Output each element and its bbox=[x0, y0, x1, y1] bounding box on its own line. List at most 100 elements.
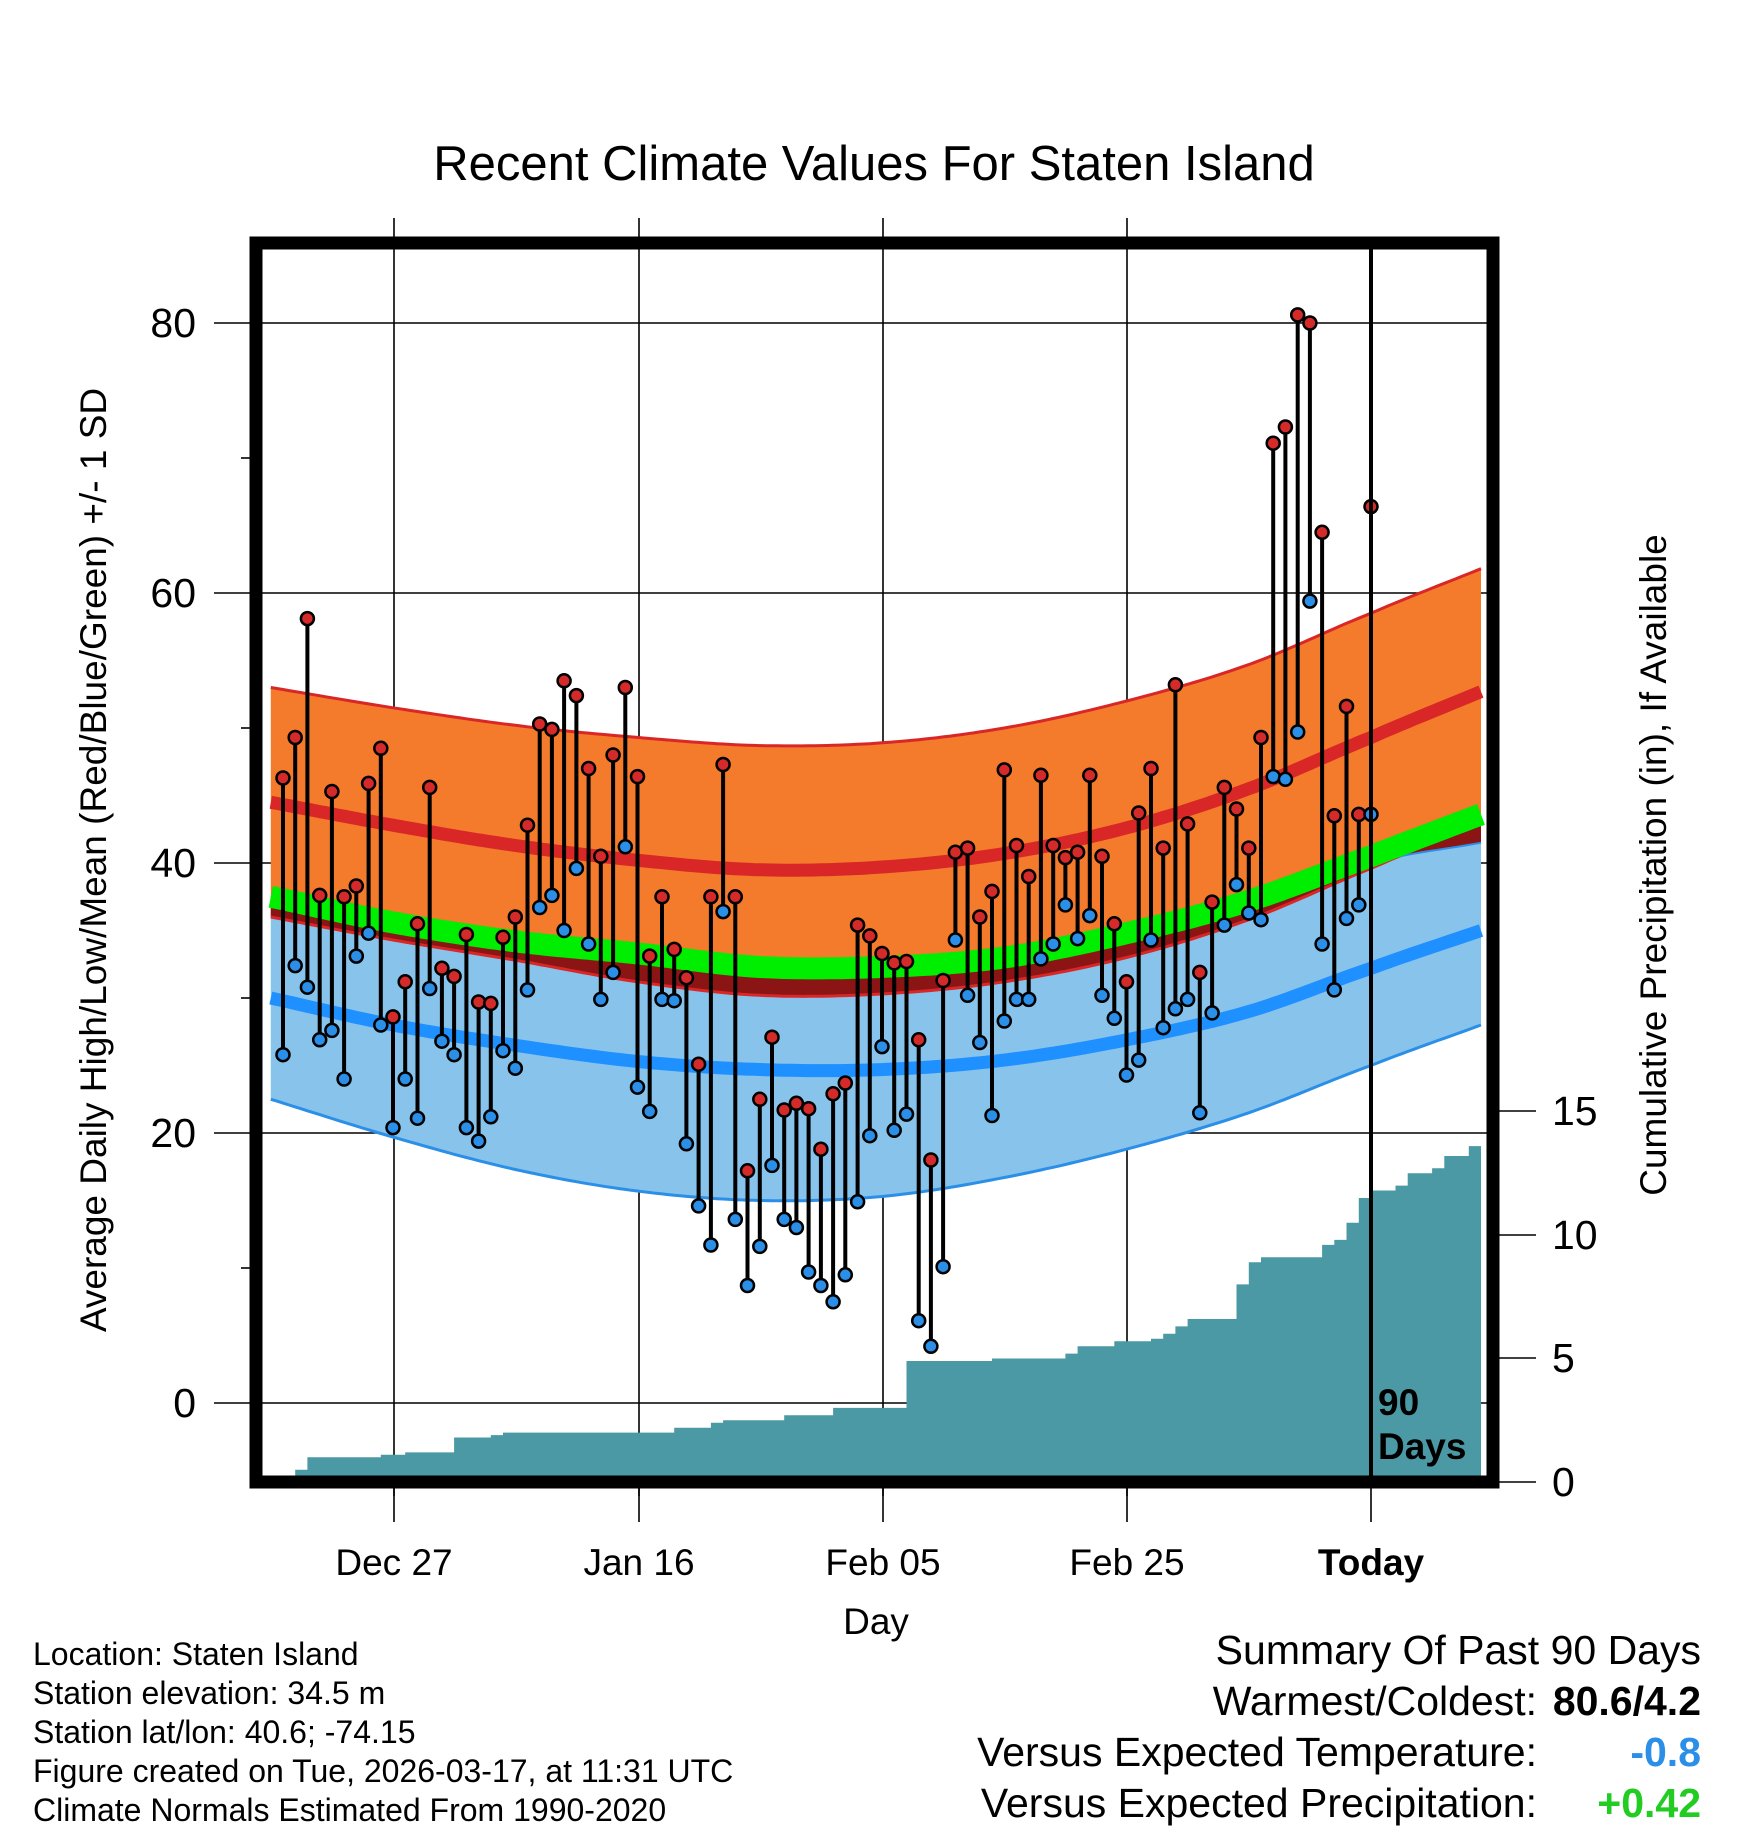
high-dot bbox=[580, 760, 597, 777]
high-dot bbox=[495, 929, 511, 946]
high-dot bbox=[1143, 760, 1159, 777]
x-axis bbox=[393, 1482, 1372, 1522]
low-dot bbox=[1253, 911, 1269, 928]
high-dot bbox=[299, 610, 316, 627]
summary-precip-row: Versus Expected Precipitation: +0.42 bbox=[977, 1778, 1701, 1829]
low-dot bbox=[935, 1258, 951, 1275]
low-dot bbox=[788, 1219, 805, 1236]
high-dot bbox=[898, 953, 915, 970]
low-dot bbox=[752, 1238, 768, 1255]
high-dot bbox=[1094, 848, 1110, 865]
low-dot bbox=[1106, 1010, 1123, 1027]
info-elevation: Station elevation: 34.5 m bbox=[33, 1675, 386, 1711]
low-dot bbox=[1155, 1019, 1171, 1036]
daily-dots bbox=[275, 307, 1379, 1355]
y-axis-left bbox=[214, 322, 256, 1404]
low-dot bbox=[984, 1107, 1000, 1124]
low-dot bbox=[1302, 593, 1318, 609]
y-tick-label-40: 40 bbox=[150, 840, 196, 886]
x-tick-label-feb05: Feb 05 bbox=[825, 1542, 940, 1583]
low-dot bbox=[739, 1277, 756, 1294]
y-tick-label-0: 0 bbox=[173, 1380, 196, 1426]
low-dot bbox=[605, 964, 621, 981]
x-tick-label-jan16: Jan 16 bbox=[583, 1542, 694, 1583]
today-label-90: 90 bbox=[1378, 1382, 1419, 1423]
high-dot bbox=[837, 1075, 854, 1091]
low-dot bbox=[580, 936, 597, 952]
low-dot bbox=[483, 1109, 499, 1125]
high-dot bbox=[629, 768, 646, 785]
low-dot bbox=[1277, 771, 1294, 788]
low-dot bbox=[531, 899, 548, 916]
high-dot bbox=[862, 928, 878, 944]
high-dot bbox=[434, 960, 450, 977]
summary-temp-label: Versus Expected Temperature: bbox=[977, 1729, 1537, 1775]
high-dot bbox=[923, 1152, 939, 1168]
high-dot bbox=[556, 673, 572, 689]
high-dot bbox=[690, 1056, 707, 1072]
low-dot bbox=[1118, 1067, 1135, 1083]
high-dot bbox=[739, 1163, 756, 1179]
high-dot bbox=[1008, 837, 1025, 854]
high-dot bbox=[568, 687, 585, 704]
high-dot bbox=[800, 1100, 817, 1117]
low-dot bbox=[544, 887, 560, 904]
high-dot bbox=[641, 948, 658, 964]
low-dot bbox=[1228, 876, 1245, 893]
low-dot bbox=[1314, 936, 1330, 952]
low-dot bbox=[1143, 932, 1159, 948]
low-dot bbox=[972, 1034, 988, 1051]
station-info: Location: Staten Island Station elevatio… bbox=[33, 1635, 733, 1830]
low-dot bbox=[507, 1060, 524, 1076]
low-dot bbox=[678, 1136, 695, 1152]
high-dot bbox=[458, 926, 475, 943]
chart-title: Recent Climate Values For Staten Island bbox=[433, 137, 1315, 191]
x-tick-label-dec27: Dec 27 bbox=[335, 1542, 452, 1583]
low-dot bbox=[654, 991, 670, 1008]
high-dot bbox=[1130, 805, 1147, 821]
high-dot bbox=[654, 889, 670, 905]
high-dot bbox=[348, 878, 365, 894]
high-dot bbox=[984, 883, 1000, 900]
low-dot bbox=[849, 1194, 866, 1210]
high-dot bbox=[1253, 729, 1269, 746]
normal-low-line bbox=[269, 924, 1484, 1078]
x-tick-label-feb25: Feb 25 bbox=[1069, 1542, 1184, 1583]
high-dot bbox=[1069, 844, 1086, 860]
high-dot bbox=[1106, 916, 1123, 932]
high-dot bbox=[1045, 837, 1061, 854]
high-dot bbox=[813, 1141, 829, 1157]
summary-temp-value: -0.8 bbox=[1630, 1729, 1701, 1775]
low-dot bbox=[324, 1022, 340, 1039]
high-dot bbox=[996, 762, 1013, 778]
high-dot bbox=[715, 756, 731, 773]
low-dot bbox=[1338, 910, 1355, 927]
low-dot bbox=[519, 982, 536, 998]
low-dot bbox=[275, 1046, 291, 1063]
low-dot bbox=[1069, 930, 1086, 947]
low-dot bbox=[825, 1294, 841, 1310]
low-dot bbox=[813, 1277, 829, 1294]
high-dot bbox=[373, 740, 389, 757]
high-dot bbox=[849, 917, 866, 933]
low-dot bbox=[1241, 905, 1257, 921]
high-band-upper-edge bbox=[270, 567, 1482, 748]
high-dot bbox=[470, 994, 487, 1010]
low-dot bbox=[703, 1237, 719, 1253]
high-dot bbox=[886, 955, 902, 971]
low-dot bbox=[1289, 724, 1306, 740]
high-dot bbox=[1020, 868, 1037, 885]
low-dot bbox=[641, 1103, 658, 1120]
low-dot bbox=[1130, 1052, 1147, 1068]
y2-axis-label: Cumulative Precipitation (in), If Availa… bbox=[1633, 534, 1674, 1196]
low-dot bbox=[409, 1110, 426, 1126]
y-axis-label: Average Daily High/Low/Mean (Red/Blue/Gr… bbox=[73, 388, 114, 1332]
low-dot bbox=[385, 1119, 401, 1136]
summary-precip-label: Versus Expected Precipitation: bbox=[980, 1780, 1537, 1826]
low-dot bbox=[336, 1071, 352, 1087]
high-dot bbox=[605, 747, 621, 763]
high-dot bbox=[788, 1095, 805, 1112]
low-dot bbox=[629, 1079, 646, 1095]
summary-panel: Summary Of Past 90 Days Warmest/Coldest:… bbox=[977, 1625, 1701, 1829]
high-dot bbox=[324, 783, 340, 800]
